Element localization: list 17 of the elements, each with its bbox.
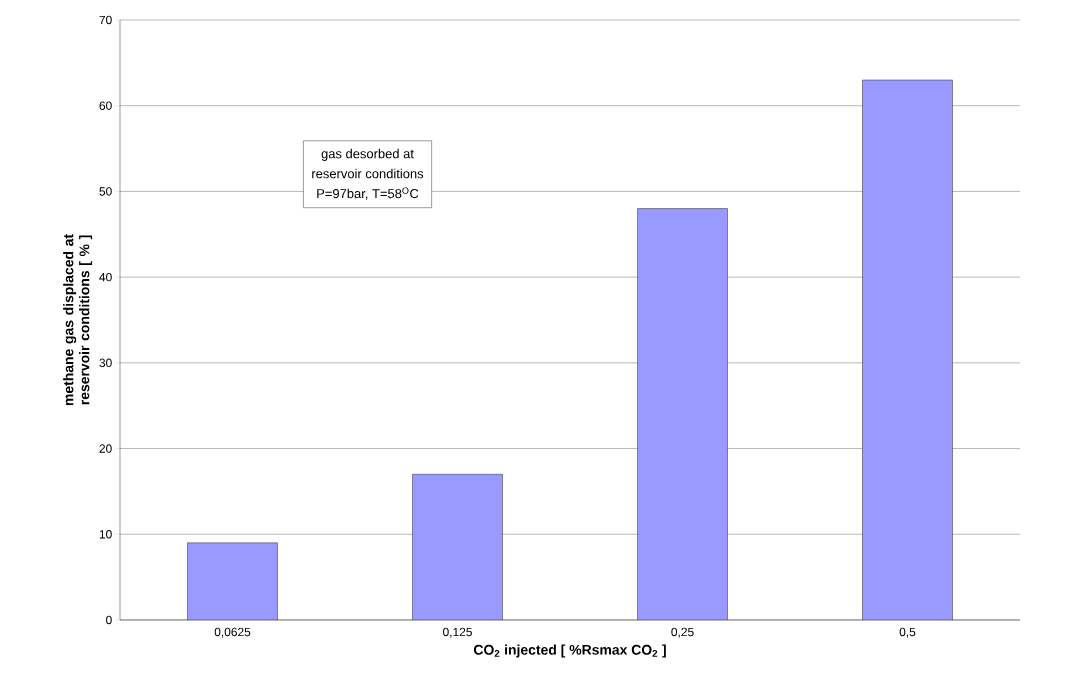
x-axis-title: CO$_{2}$ injected [ %Rsmax CO$_{2}$ ] (473, 644, 666, 658)
y-tick-label: 10 (99, 530, 112, 539)
x-tick-label: 0,25 (671, 627, 694, 638)
y-tick-label: 40 (99, 272, 112, 282)
y-tick-label: 70 (99, 15, 112, 25)
x-tick-label: 0,5 (899, 627, 916, 638)
x-tick-label: 0,125 (443, 627, 472, 638)
y-tick-label: 0 (106, 615, 112, 625)
annotation: reservoir conditions (312, 168, 424, 179)
annotation: gas desorbed at (321, 148, 414, 161)
annotation: P=97bar, T=58$^{O}$C (317, 187, 419, 200)
y-axis-title: methane gas displaced at reservoir conditions [ % ] (63, 234, 93, 406)
y-tick-label: 60 (99, 101, 112, 110)
y-tick-label: 20 (99, 444, 112, 453)
y-tick-label: 50 (99, 187, 112, 196)
x-tick-label: 0,0625 (214, 627, 251, 638)
y-tick-label: 30 (99, 358, 112, 368)
